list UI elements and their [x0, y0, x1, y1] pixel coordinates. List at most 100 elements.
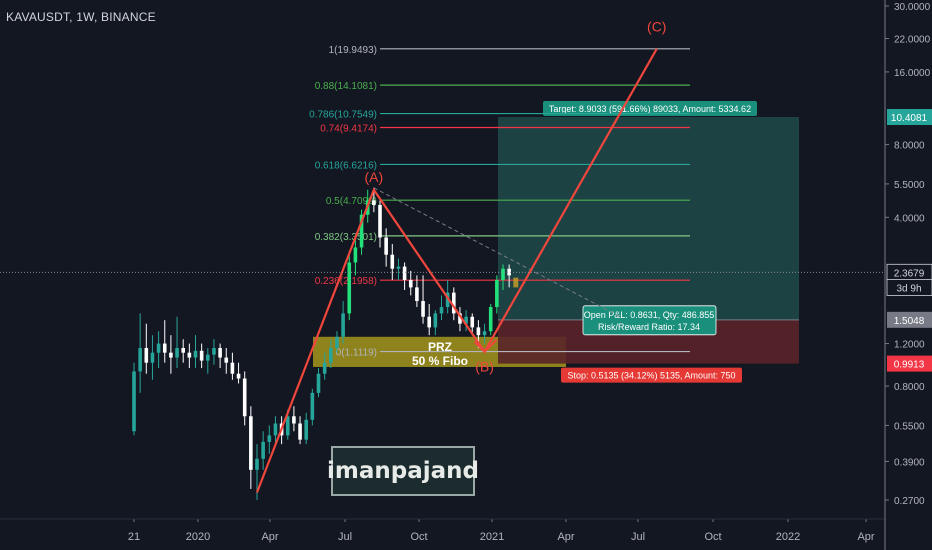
- price-badge-label: 10.4081: [891, 113, 928, 124]
- candle-body: [310, 392, 315, 420]
- candle: [507, 264, 511, 288]
- candle-body: [162, 343, 167, 353]
- x-tick-label: Apr: [261, 531, 278, 543]
- candle: [218, 343, 222, 369]
- x-tick-label: Jul: [631, 531, 645, 543]
- price-badge[interactable]: 2.3679: [886, 263, 932, 281]
- price-badge-bg: [887, 355, 932, 372]
- candle: [347, 251, 352, 321]
- candle-body: [335, 336, 339, 349]
- price-badge-bg: [886, 279, 932, 296]
- candle: [359, 209, 364, 255]
- candle: [132, 362, 136, 436]
- candle: [378, 200, 382, 248]
- target-label-bg: [543, 101, 757, 117]
- candle-body: [439, 307, 444, 314]
- price-badge[interactable]: 0.9913: [887, 355, 932, 372]
- candle-body: [353, 247, 358, 263]
- candle: [316, 368, 321, 398]
- candle: [439, 295, 444, 321]
- candle-body: [304, 419, 308, 440]
- fib-level-label: 0.74(9.4174): [320, 124, 377, 135]
- candle-body: [421, 301, 425, 317]
- candle-body: [249, 416, 253, 470]
- candle-body: [206, 354, 210, 361]
- candle: [175, 316, 179, 369]
- x-tick-label: 2022: [776, 531, 800, 543]
- y-tick-label: 0.2700: [894, 496, 925, 507]
- candle-body: [408, 280, 413, 288]
- candle-body: [230, 362, 235, 374]
- candle-body: [433, 313, 438, 328]
- x-tick-label: 2021: [480, 531, 504, 543]
- candle: [452, 287, 456, 321]
- price-badge[interactable]: 1.5048: [887, 311, 932, 328]
- candle-body: [359, 214, 364, 248]
- candle-body: [316, 373, 321, 393]
- y-tick-label: 0.5500: [894, 421, 925, 432]
- x-tick-label: 2020: [186, 531, 210, 543]
- target-label-text: Target: 8.9033 (591.66%) 89033, Amount: …: [549, 104, 751, 114]
- candle-body: [482, 331, 487, 336]
- price-badge[interactable]: 3d 9h: [886, 279, 932, 296]
- candle: [212, 339, 216, 365]
- candle: [199, 343, 204, 369]
- candle: [458, 307, 462, 332]
- fib-level-label: 0.236(2.1958): [315, 276, 377, 287]
- candle: [396, 258, 401, 281]
- candle-body: [445, 292, 450, 308]
- candle-body: [144, 348, 149, 363]
- candle-body: [169, 352, 173, 358]
- candle: [304, 412, 308, 445]
- stop-label-bg: [561, 367, 742, 383]
- candle-body: [175, 348, 179, 358]
- symbol-title: KAVAUSDT, 1W, BINANCE: [6, 10, 156, 24]
- price-badge[interactable]: 10.4081: [887, 109, 932, 126]
- y-tick-label: 0.8000: [894, 382, 925, 393]
- x-tick-label: Oct: [704, 531, 721, 543]
- candle-body: [285, 416, 290, 436]
- abc-wave-path: [255, 48, 658, 493]
- prz-fibo-label: 50 % Fibo: [412, 354, 468, 368]
- candle-body: [224, 357, 229, 363]
- fib-level-label: 0.618(6.6216): [315, 160, 377, 171]
- candle-body: [384, 237, 388, 255]
- candle: [150, 335, 155, 380]
- candle: [488, 304, 493, 336]
- stop-label-text: Stop: 0.5135 (34.12%) 5135, Amount: 750: [567, 371, 735, 381]
- pending-bar: [513, 277, 519, 288]
- candle: [298, 416, 302, 445]
- candle: [353, 237, 358, 276]
- dashed-trend-line: [373, 187, 621, 318]
- y-tick-label: 8.0000: [894, 141, 925, 152]
- candle: [495, 275, 499, 314]
- candle-body: [255, 458, 259, 470]
- candle: [464, 310, 468, 332]
- b-reversal-mark: [473, 338, 498, 354]
- candle: [384, 228, 388, 267]
- price-badge-label: 3d 9h: [896, 283, 921, 294]
- x-tick-label: Jul: [338, 531, 352, 543]
- price-badge-bg: [887, 311, 932, 328]
- target-label: Target: 8.9033 (591.66%) 89033, Amount: …: [543, 101, 757, 117]
- candle-body: [378, 204, 382, 238]
- pnl-label: Open P&L: 0.8631, Qty: 486.855 Risk/Rewar…: [582, 305, 717, 336]
- candle: [236, 362, 241, 384]
- candle-body: [396, 266, 401, 269]
- candle-body: [347, 262, 352, 314]
- candle-body: [415, 287, 419, 302]
- candle: [249, 406, 253, 489]
- candle-body: [476, 327, 481, 336]
- price-badge-label: 0.9913: [894, 360, 925, 371]
- candle-body: [495, 280, 499, 308]
- candle: [329, 339, 333, 369]
- candle: [310, 388, 315, 426]
- candle: [181, 339, 185, 363]
- candle-body: [464, 316, 468, 324]
- candle: [501, 264, 505, 290]
- candle: [322, 352, 327, 380]
- candle: [335, 331, 339, 353]
- candle: [273, 416, 278, 447]
- candle-body: [212, 348, 216, 355]
